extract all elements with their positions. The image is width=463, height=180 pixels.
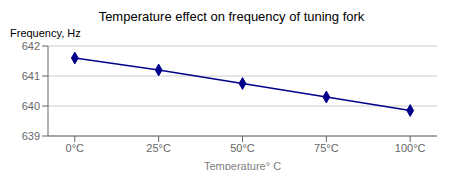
svg-text:639: 639 — [22, 130, 40, 142]
svg-text:50°C: 50°C — [230, 142, 255, 154]
svg-text:641: 641 — [22, 70, 40, 82]
html-text:Temperature effect on frequenc: Temperature effect on frequency of tunin… — [98, 9, 365, 24]
svg-text:642: 642 — [22, 40, 40, 52]
html-text:Frequency, Hz: Frequency, Hz — [10, 27, 81, 39]
svg-text:0°C: 0°C — [66, 142, 85, 154]
svg-text:25°C: 25°C — [146, 142, 171, 154]
svg-text:Temperature° C: Temperature° C — [204, 160, 281, 170]
svg-text:100°C: 100°C — [395, 142, 426, 154]
svg-text:640: 640 — [22, 100, 40, 112]
svg-text:75°C: 75°C — [314, 142, 339, 154]
